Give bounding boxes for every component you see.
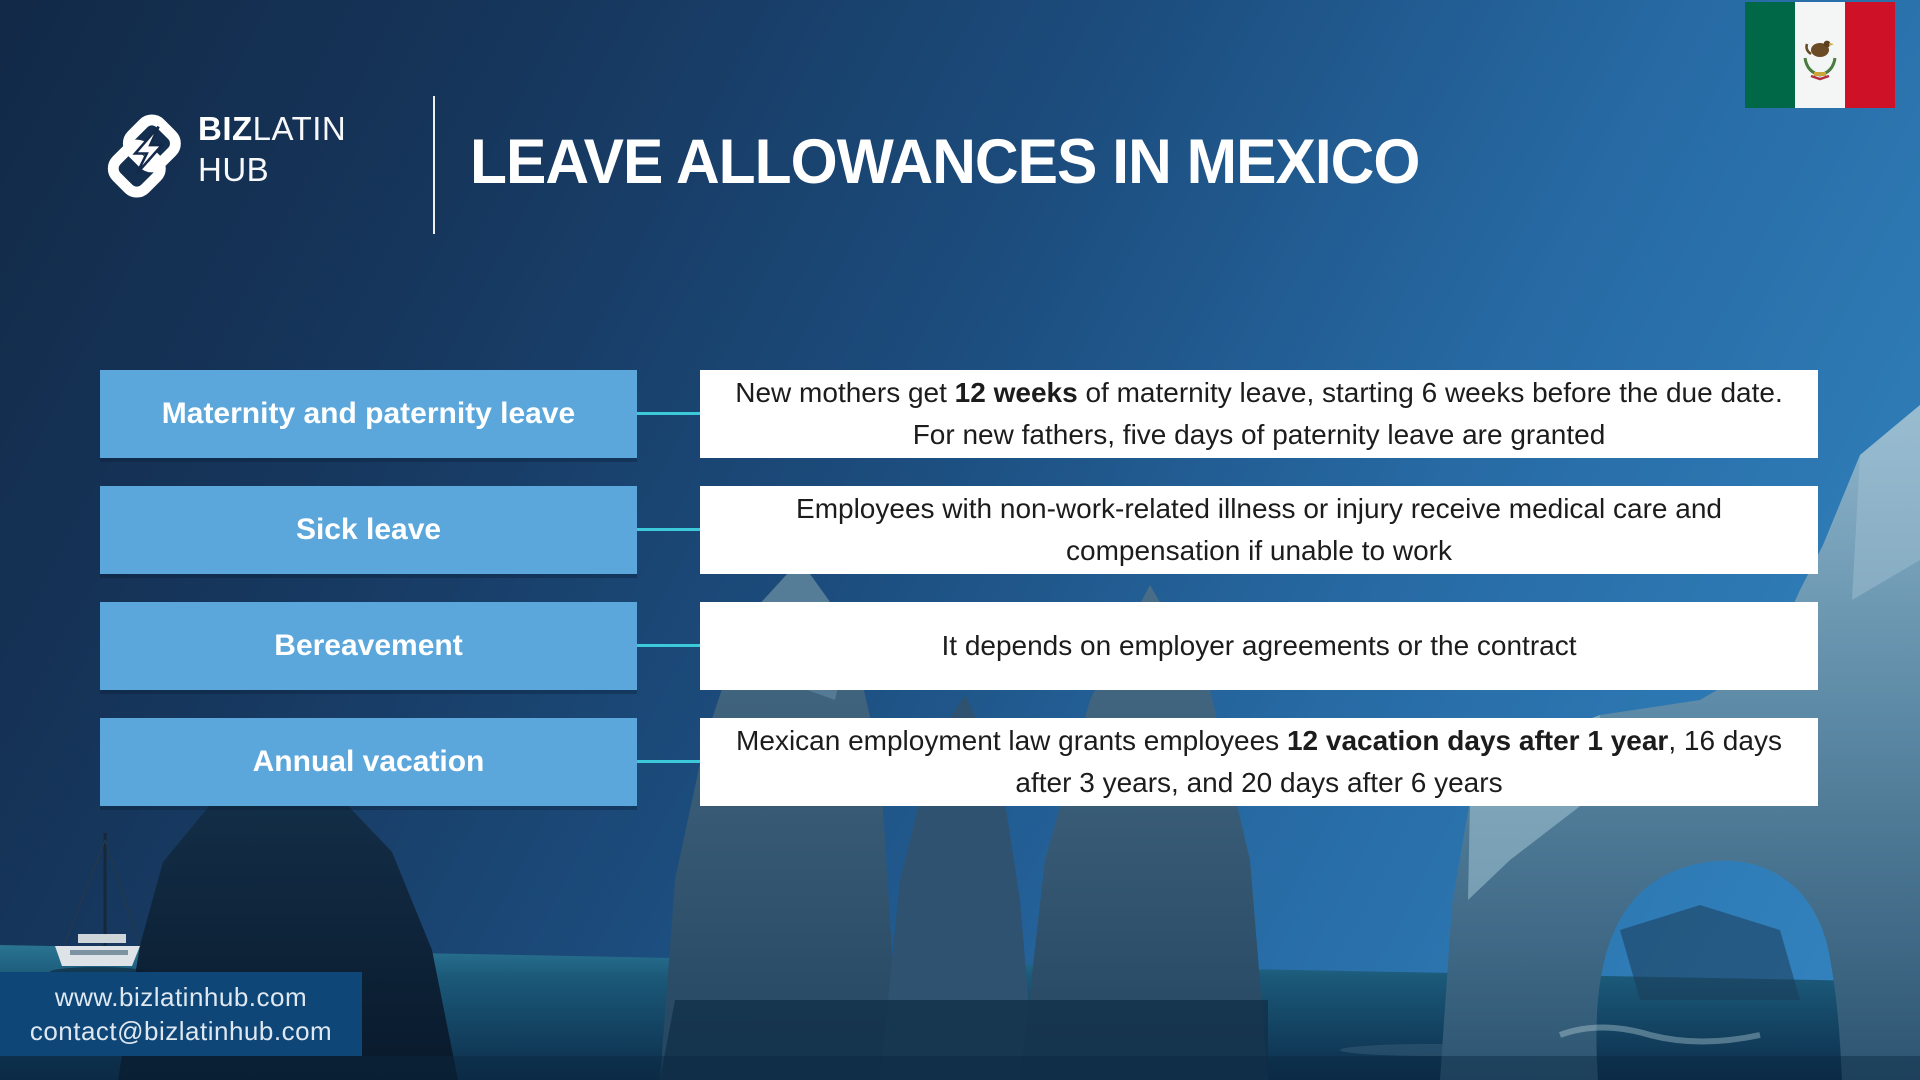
row-label: Maternity and paternity leave <box>161 397 576 430</box>
description-box: It depends on employer agreements or the… <box>700 602 1818 690</box>
row-label: Bereavement <box>274 629 463 662</box>
description-box: Employees with non-work-related illness … <box>700 486 1818 574</box>
website-url: www.bizlatinhub.com <box>54 982 308 1012</box>
sailboat <box>50 833 146 977</box>
mexico-flag-icon <box>1745 2 1895 108</box>
row-description: Employees with non-work-related illness … <box>796 493 1722 566</box>
description-box: Mexican employment law grants employees … <box>700 718 1818 806</box>
row-description: It depends on employer agreements or the… <box>941 630 1577 661</box>
connector-line <box>637 528 700 531</box>
bizlatinhub-logo-text: BIZLATIN HUB <box>198 108 346 190</box>
page-title: LEAVE ALLOWANCES IN MEXICO <box>470 127 1420 197</box>
label-box: Bereavement <box>100 602 637 690</box>
connector-line <box>637 412 700 415</box>
bizlatinhub-logo-icon <box>107 114 181 198</box>
logo-word-hub: HUB <box>198 151 270 188</box>
connector-line <box>637 760 700 763</box>
contact-email: contact@bizlatinhub.com <box>29 1016 333 1046</box>
label-box: Maternity and paternity leave <box>100 370 637 458</box>
row-description: Mexican employment law grants employees … <box>736 725 1782 798</box>
row-maternity-paternity-leave: Maternity and paternity leave New mother… <box>0 370 1920 458</box>
row-sick-leave: Sick leave Employees with non-work-relat… <box>0 486 1920 574</box>
mexico-coat-of-arms <box>1803 40 1837 81</box>
row-bereavement: Bereavement It depends on employer agree… <box>0 602 1920 690</box>
header-divider <box>433 96 435 234</box>
row-description: New mothers get 12 weeks of maternity le… <box>735 377 1783 450</box>
logo-word-latin: LATIN <box>252 110 347 147</box>
description-box: New mothers get 12 weeks of maternity le… <box>700 370 1818 458</box>
row-label: Annual vacation <box>252 745 485 778</box>
logo-word-biz: BIZ <box>198 110 253 147</box>
contact-box: www.bizlatinhub.com contact@bizlatinhub.… <box>0 972 362 1056</box>
label-box: Annual vacation <box>100 718 637 806</box>
row-label: Sick leave <box>295 513 442 546</box>
header: BIZLATIN HUB LEAVE ALLOWANCES IN MEXICO <box>0 0 1920 260</box>
connector-line <box>637 644 700 647</box>
label-box: Sick leave <box>100 486 637 574</box>
row-annual-vacation: Annual vacation Mexican employment law g… <box>0 718 1920 806</box>
